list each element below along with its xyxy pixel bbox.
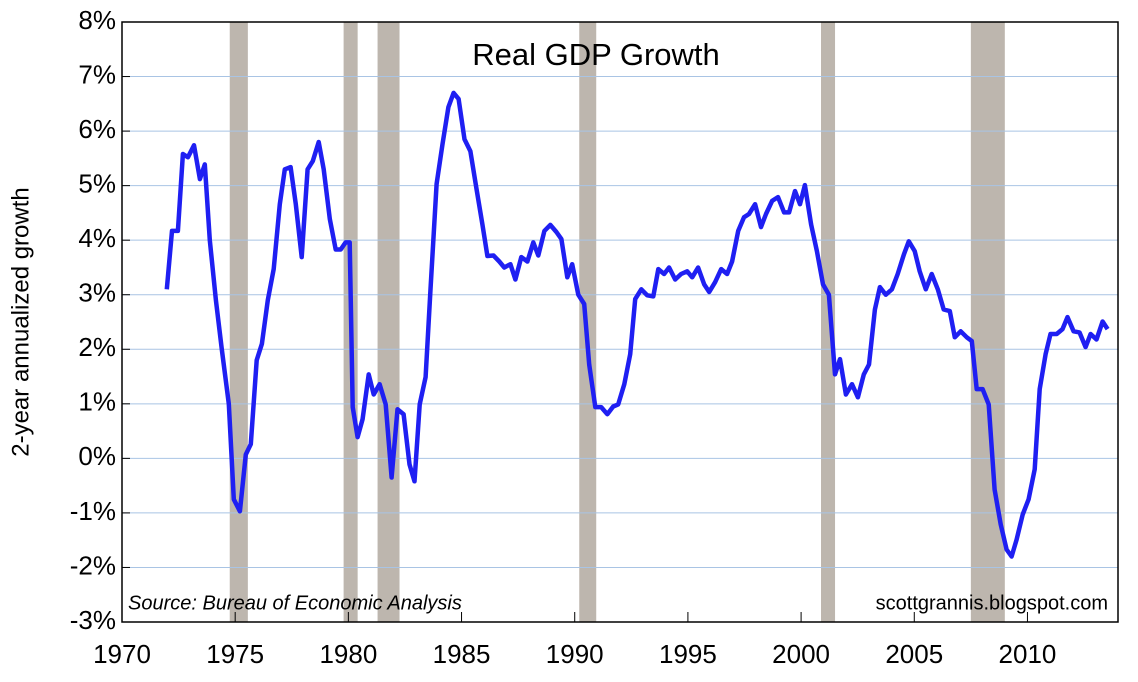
y-tick-label: 3% [78, 278, 116, 308]
x-tick-label: 1970 [93, 639, 151, 669]
y-tick-label: 0% [78, 441, 116, 471]
data-line [164, 90, 1110, 559]
y-tick-label: 4% [78, 223, 116, 253]
recession-band [970, 22, 1005, 622]
credit-note: scottgrannis.blogspot.com [876, 592, 1108, 614]
x-tick-label: 2000 [772, 639, 830, 669]
y-tick-label: -1% [70, 496, 116, 526]
x-tick-label: 1975 [206, 639, 264, 669]
y-tick-label: 2% [78, 332, 116, 362]
x-tick-label: 2005 [885, 639, 943, 669]
y-axis-label: 2-year annualized growth [7, 187, 34, 457]
y-tick-label: -3% [70, 605, 116, 635]
y-tick-label: 8% [78, 5, 116, 35]
y-tick-label: 6% [78, 114, 116, 144]
plot-frame [121, 21, 1119, 623]
source-note: Source: Bureau of Economic Analysis [128, 592, 462, 614]
y-tick-label: 1% [78, 387, 116, 417]
y-tick-label: 7% [78, 59, 116, 89]
recession-band [229, 22, 248, 622]
recession-band [821, 22, 836, 622]
x-tick-label: 1985 [433, 639, 491, 669]
y-tick-label: -2% [70, 550, 116, 580]
recession-band [377, 22, 400, 622]
x-tick-label: 1980 [319, 639, 377, 669]
chart-title: Real GDP Growth [472, 37, 720, 72]
y-tick-label: 5% [78, 169, 116, 199]
x-tick-label: 1995 [659, 639, 717, 669]
x-tick-label: 1990 [546, 639, 604, 669]
x-tick-label: 2010 [999, 639, 1057, 669]
